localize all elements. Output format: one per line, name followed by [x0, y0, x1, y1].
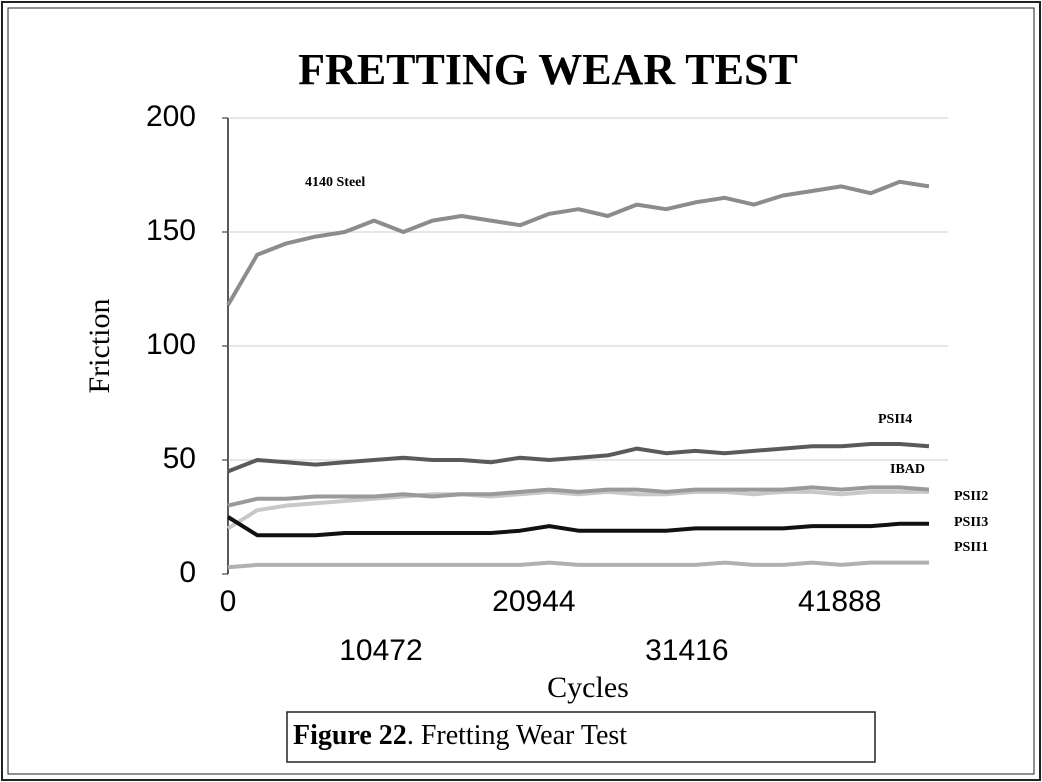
y-tick-label: 200 — [146, 100, 196, 133]
x-tick-label: 0 — [220, 585, 237, 618]
y-tick-label: 50 — [163, 442, 196, 475]
x-tick-label: 20944 — [492, 585, 575, 618]
caption: Figure 22. Fretting Wear Test — [293, 720, 627, 751]
series-line — [227, 485, 930, 508]
series-line — [226, 179, 930, 307]
series-label: PSII4 — [878, 412, 912, 427]
x-axis-label: Cycles — [547, 671, 629, 704]
series-line — [227, 442, 930, 474]
x-tick-label: 31416 — [645, 634, 728, 667]
x-tick-label: 10472 — [339, 634, 422, 667]
chart-title: FRETTING WEAR TEST — [298, 45, 798, 94]
caption-label: Figure 22 — [293, 720, 407, 751]
inner-frame — [7, 7, 1035, 775]
caption-text: . Fretting Wear Test — [407, 720, 627, 751]
series-label: IBAD — [890, 462, 925, 477]
series-line — [227, 560, 929, 570]
series-label: PSII3 — [954, 515, 988, 530]
caption-box — [286, 711, 876, 763]
series-line — [226, 489, 929, 531]
y-tick-label: 100 — [146, 328, 196, 361]
series-label: 4140 Steel — [305, 175, 365, 190]
y-tick-label: 0 — [179, 556, 196, 589]
y-tick-label: 150 — [146, 214, 196, 247]
series-label: PSII2 — [954, 489, 988, 504]
series-line — [226, 515, 929, 538]
series-label: PSII1 — [954, 540, 988, 555]
y-axis-label: Friction — [83, 299, 116, 394]
x-tick-label: 41888 — [798, 585, 881, 618]
